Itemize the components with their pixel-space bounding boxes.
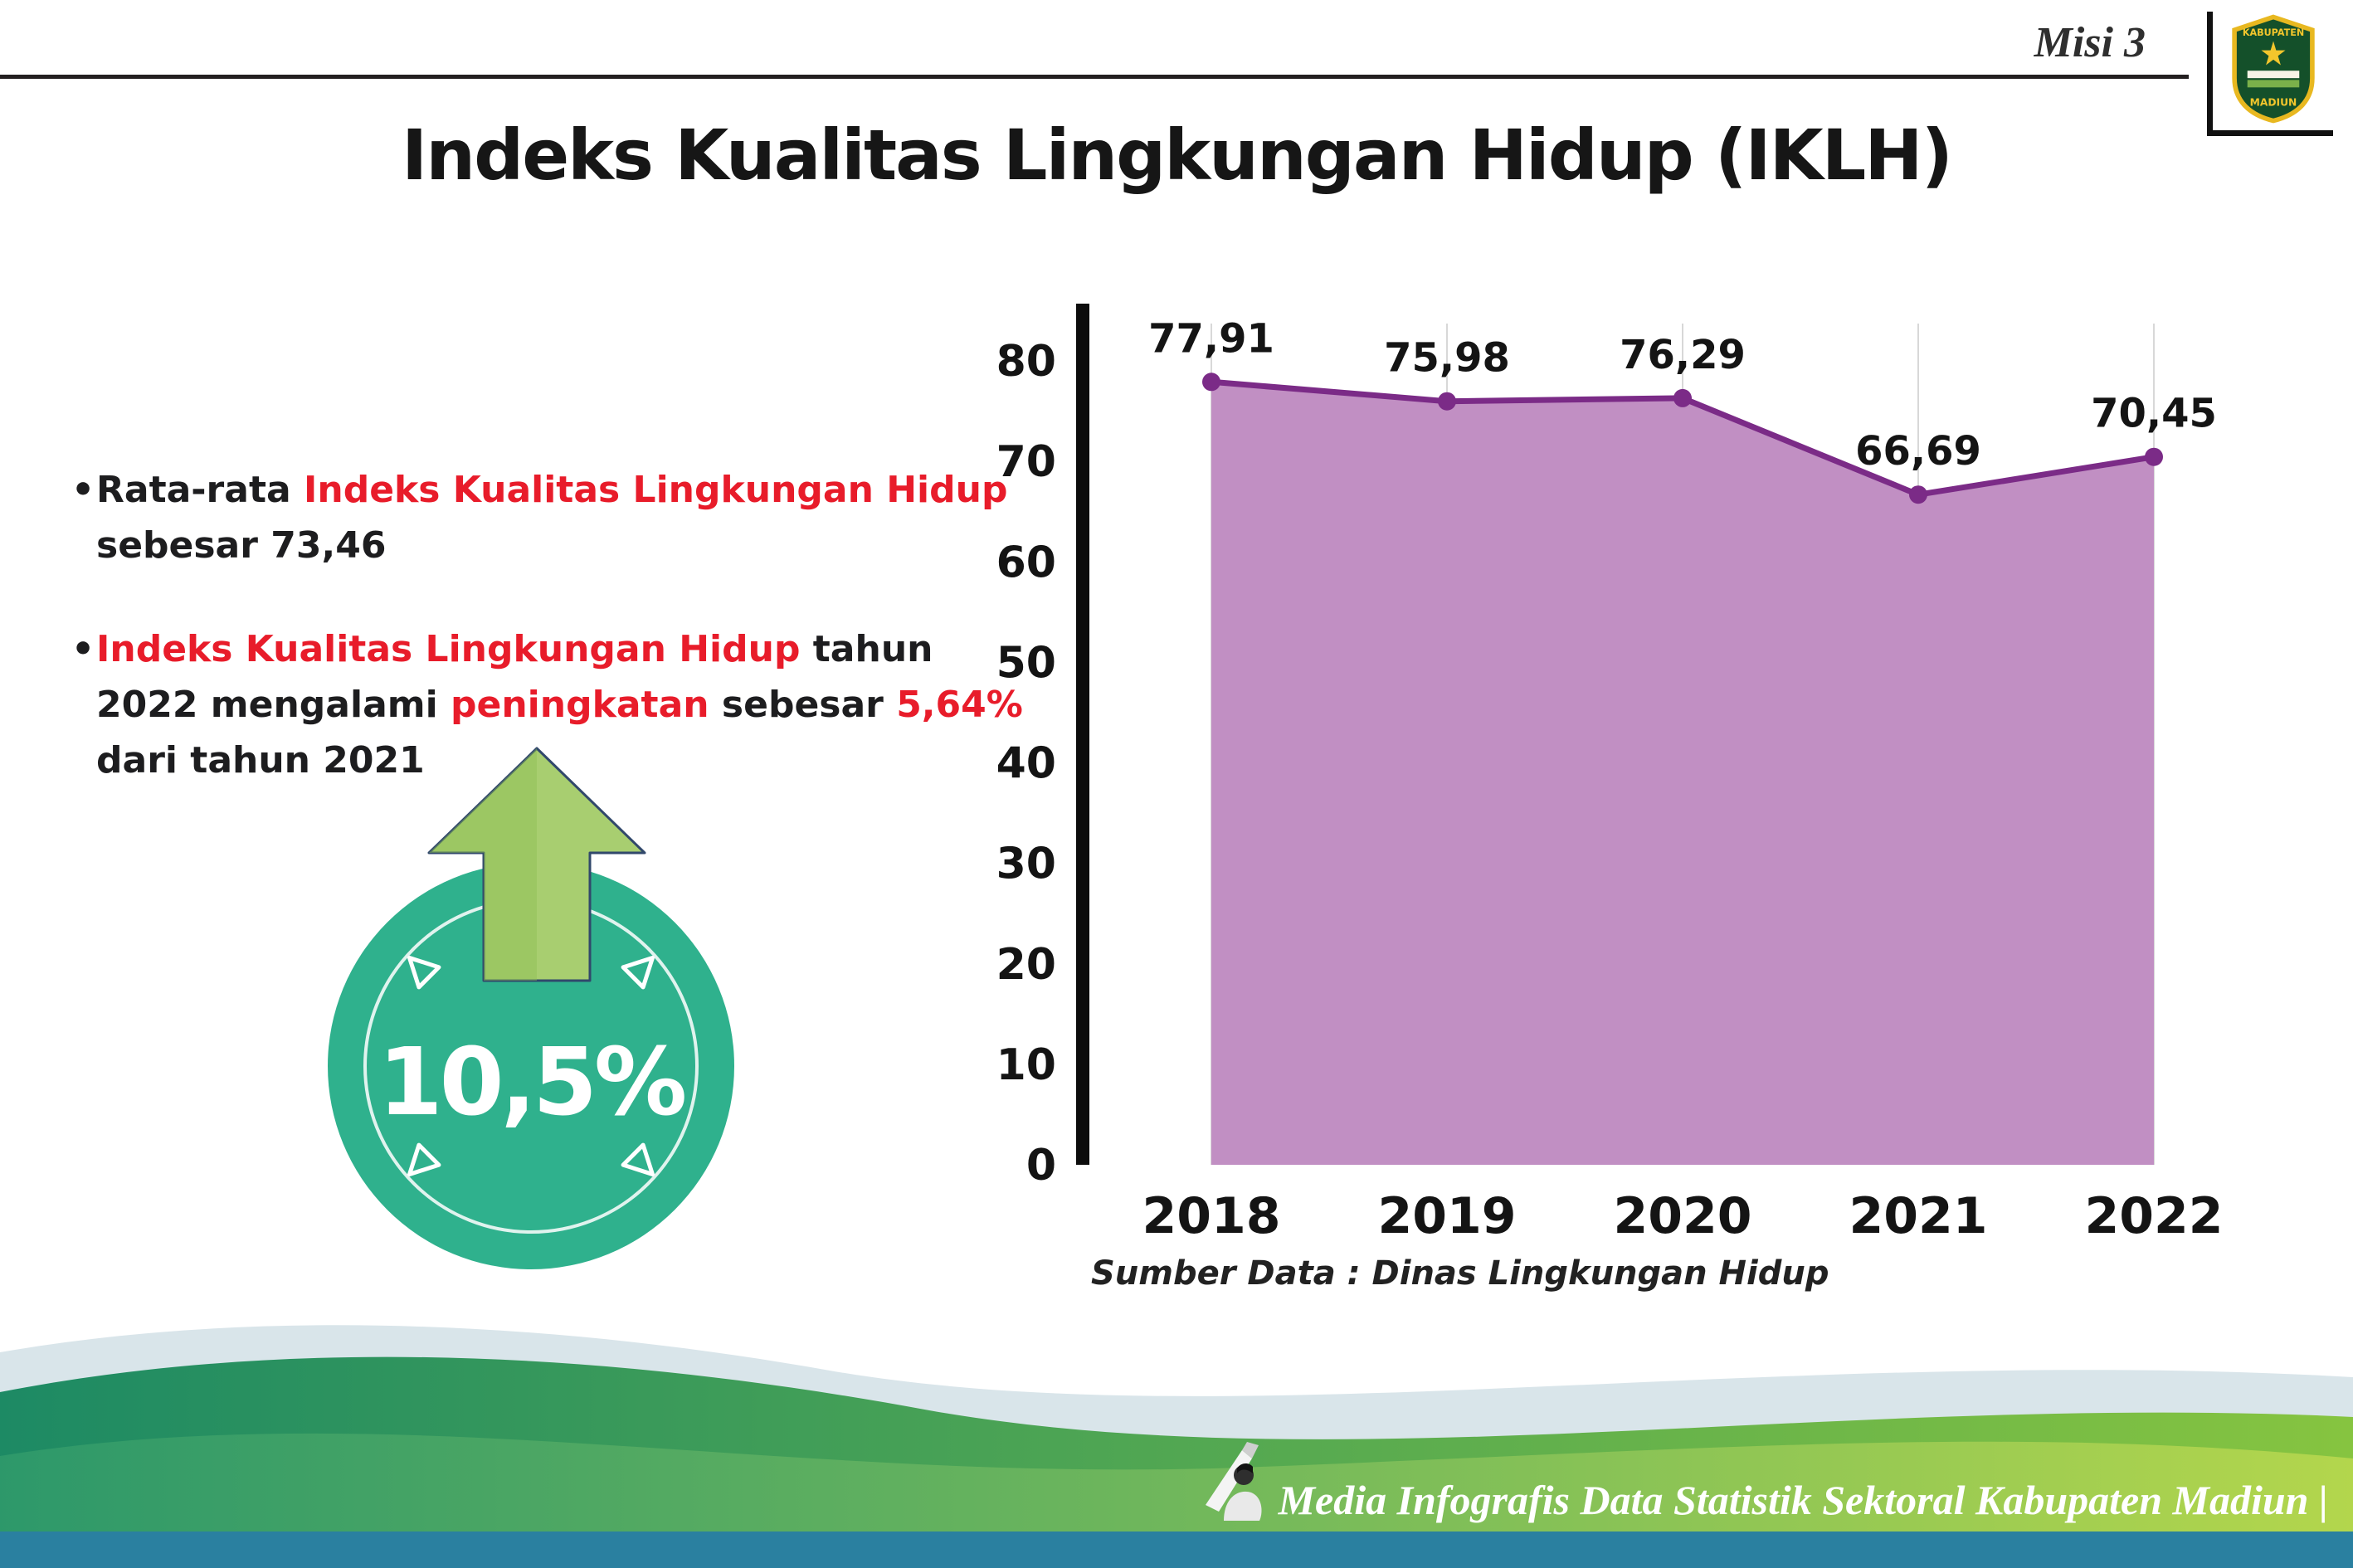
summary-bullets: Rata-rata Indeks Kualitas Lingkungan Hid… [71,463,1042,836]
star-icon [2260,41,2286,66]
highlighted-text: 5,64% [896,683,1023,726]
footer-wave-decoration [0,1325,2353,1568]
footer-text: Media Infografis Data Statistik Sektoral… [1278,1477,2328,1523]
area-chart-canvas: 0 10 20 30 40 50 60 70 80 77,91 75,98 76,29 66,69 70,… [996,304,2224,1245]
footer: Media Infografis Data Statistik Sektoral… [0,1294,2353,1568]
svg-text:66,69: 66,69 [1855,428,1981,475]
svg-text:2020: 2020 [1614,1187,1752,1245]
svg-text:30: 30 [996,840,1056,889]
logo-bottom-text: MADIUN [2249,97,2297,109]
header-rule [0,75,2189,79]
mascot-icon [1205,1442,1262,1521]
svg-text:20: 20 [996,940,1056,990]
svg-text:2019: 2019 [1378,1187,1517,1245]
bullet-average-iklh: Rata-rata Indeks Kualitas Lingkungan Hid… [71,463,1042,574]
highlighted-text: peningkatan [451,683,709,726]
svg-text:70: 70 [996,437,1056,487]
svg-text:70,45: 70,45 [2091,391,2217,437]
increase-percentage: 10,5% [378,1029,688,1137]
svg-text:80: 80 [996,337,1056,387]
svg-text:76,29: 76,29 [1620,332,1746,378]
svg-text:0: 0 [1026,1141,1056,1191]
plain-text: sebesar [709,683,897,726]
svg-text:50: 50 [996,638,1056,688]
svg-text:2021: 2021 [1849,1187,1988,1245]
svg-text:75,98: 75,98 [1384,335,1510,382]
iklh-area-chart: 0 10 20 30 40 50 60 70 80 77,91 75,98 76,29 66,69 70,… [979,282,2307,1361]
kabupaten-madiun-logo: KABUPATEN MADIUN [2207,12,2333,136]
footer-caption: Media Infografis Data Statistik Sektoral… [1201,1440,2328,1523]
highlighted-text: Indeks Kualitas Lingkungan Hidup [96,627,801,670]
logo-top-text: KABUPATEN [2242,27,2303,38]
svg-text:10: 10 [996,1040,1056,1090]
svg-text:60: 60 [996,538,1056,587]
bullet-increase-iklh: Indeks Kualitas Lingkungan Hidup tahun 2… [71,622,1042,789]
svg-text:2022: 2022 [2085,1187,2224,1245]
coat-of-arms-icon: KABUPATEN MADIUN [2231,14,2315,124]
svg-text:40: 40 [996,739,1056,789]
highlighted-text: Indeks Kualitas Lingkungan Hidup [304,469,1008,511]
plain-text: dari tahun 2021 [96,738,425,782]
svg-text:77,91: 77,91 [1148,315,1274,362]
misi-label: Misi 3 [2034,19,2146,66]
plain-text: tahun 2022 mengalami [96,627,933,726]
plain-text: sebesar 73,46 [96,523,387,567]
page-title: Indeks Kualitas Lingkungan Hidup (IKLH) [402,114,1953,196]
svg-text:2018: 2018 [1142,1187,1281,1245]
plain-text: Rata-rata [96,469,304,511]
up-arrow-icon [427,747,646,982]
chart-source: Sumber Data : Dinas Lingkungan Hidup [1091,1254,1829,1293]
